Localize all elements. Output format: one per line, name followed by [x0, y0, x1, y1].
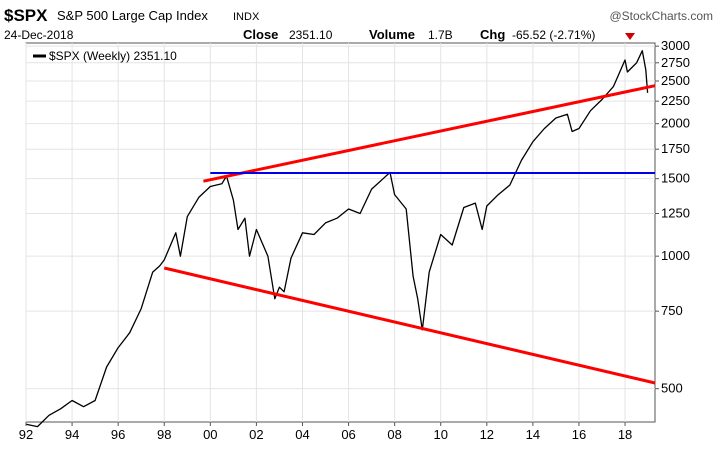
x-tick-label: 92: [19, 427, 33, 442]
volume-label: Volume: [369, 27, 415, 42]
y-tick-label: 750: [661, 303, 683, 318]
lower-trendline: [163, 266, 656, 385]
x-tick-label: 18: [618, 427, 632, 442]
symbol-label: $SPX: [4, 6, 48, 25]
exchange-label: INDX: [233, 11, 260, 23]
y-tick-label: 2750: [661, 55, 690, 70]
y-tick-label: 2500: [661, 73, 690, 88]
x-tick-label: 06: [341, 427, 355, 442]
volume-value: 1.7B: [428, 28, 453, 42]
x-tick-label: 10: [433, 427, 447, 442]
close-label: Close: [243, 27, 278, 42]
x-tick-label: 16: [572, 427, 586, 442]
index-name-label: S&P 500 Large Cap Index: [57, 8, 208, 23]
x-tick-label: 08: [387, 427, 401, 442]
x-tick-label: 14: [526, 427, 540, 442]
x-tick-label: 96: [111, 427, 125, 442]
x-tick-label: 12: [480, 427, 494, 442]
x-axis-ticks: 92 94 96 98 00 02 04 06 08 10 12 14 16 18: [19, 422, 632, 442]
y-tick-label: 1000: [661, 248, 690, 263]
x-tick-label: 00: [203, 427, 217, 442]
series-layer: [25, 50, 656, 428]
y-tick-label: 1750: [661, 141, 690, 156]
x-tick-label: 02: [249, 427, 263, 442]
x-tick-label: 94: [65, 427, 79, 442]
grid-lines: [25, 43, 655, 422]
stockcharts-watermark: @StockCharts.com: [609, 9, 713, 23]
y-tick-label: 2250: [661, 93, 690, 108]
upper-trendline: [203, 84, 656, 183]
price-line: [25, 50, 649, 428]
y-tick-label: 1250: [661, 206, 690, 221]
date-label: 24-Dec-2018: [4, 28, 74, 42]
y-tick-label: 2000: [661, 116, 690, 131]
y-tick-label: 3000: [661, 38, 690, 53]
y-tick-label: 500: [661, 381, 683, 396]
plot-frame: [25, 42, 656, 423]
x-tick-label: 98: [157, 427, 171, 442]
close-value: 2351.10: [289, 28, 333, 42]
x-tick-label: 04: [295, 427, 309, 442]
y-tick-label: 1500: [661, 171, 690, 186]
legend-label: $SPX (Weekly) 2351.10: [49, 49, 177, 63]
chg-label: Chg: [480, 27, 505, 42]
chg-value: -65.52 (-2.71%): [512, 28, 595, 42]
down-arrow-icon: [625, 33, 635, 40]
y-axis-ticks: 500 750 1000 1250 1500 1750 2000 2250 2500 2750 30…: [655, 38, 690, 396]
